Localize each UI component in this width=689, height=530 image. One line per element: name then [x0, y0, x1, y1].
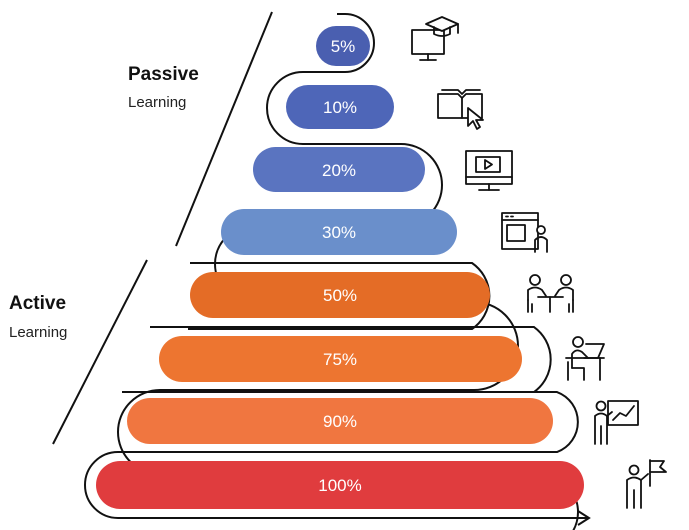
level-50: 50% — [190, 272, 490, 318]
level-20: 20% — [253, 147, 425, 192]
level-value: 30% — [322, 223, 356, 242]
level-value: 5% — [331, 37, 356, 56]
level-bar — [159, 336, 522, 382]
passive-divider-line — [175, 11, 273, 247]
active-learning-subtitle: Learning — [9, 324, 68, 341]
level-5: 5% — [316, 26, 370, 66]
goal-flag-icon — [626, 459, 667, 509]
practice-laptop-icon — [565, 336, 605, 381]
level-bar — [316, 26, 370, 66]
level-bar — [190, 272, 490, 318]
level-bar — [253, 147, 425, 192]
active-learning-title: Active — [9, 293, 67, 314]
online-course-icon — [411, 16, 459, 61]
level-value: 75% — [323, 350, 357, 369]
teaching-board-icon — [594, 400, 639, 445]
passive-learning-subtitle: Learning — [128, 94, 187, 111]
level-bar — [127, 398, 553, 444]
level-bar — [96, 461, 584, 509]
passive-learning-title: Passive — [128, 64, 199, 85]
winding-path-base — [84, 391, 588, 519]
level-value: 10% — [323, 98, 357, 117]
level-10: 10% — [286, 85, 394, 129]
active-divider-line — [52, 259, 148, 445]
path-arrowhead — [577, 510, 591, 526]
level-75: 75% — [159, 336, 522, 382]
level-bar — [286, 85, 394, 129]
discussion-group-icon — [527, 274, 574, 313]
level-90: 90% — [127, 398, 553, 444]
video-monitor-icon — [465, 150, 513, 191]
level-value: 90% — [323, 412, 357, 431]
level-value: 50% — [323, 286, 357, 305]
presentation-screen-icon — [501, 212, 548, 253]
level-bar — [221, 209, 457, 255]
level-value: 20% — [322, 161, 356, 180]
level-100: 100% — [96, 461, 584, 509]
level-30: 30% — [221, 209, 457, 255]
level-value: 100% — [318, 476, 361, 495]
reading-book-icon — [437, 89, 484, 130]
winding-path-lower — [150, 326, 552, 393]
